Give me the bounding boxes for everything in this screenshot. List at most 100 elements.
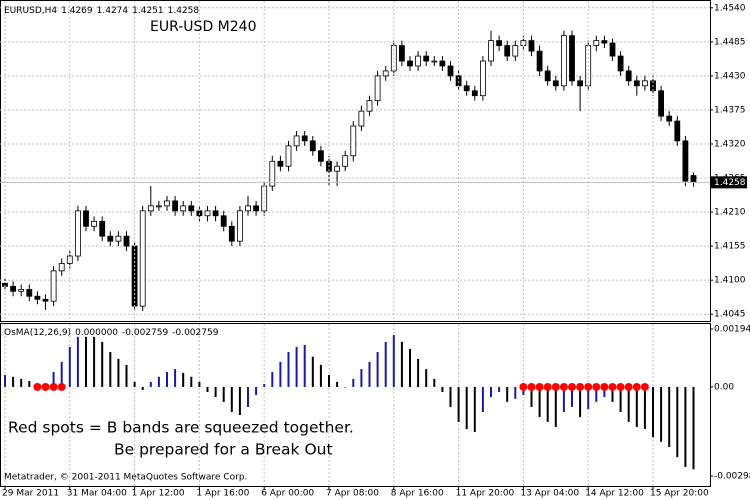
candle-body xyxy=(544,70,551,82)
candle-body xyxy=(172,200,179,212)
histogram-bar xyxy=(206,386,209,393)
candle-body xyxy=(374,75,381,102)
candle-body xyxy=(528,40,535,52)
histogram-bar xyxy=(433,378,436,387)
histogram-bar xyxy=(562,386,565,413)
y-tick-label: 1.4100 xyxy=(714,276,746,286)
candle-body xyxy=(407,60,413,67)
candle-body xyxy=(34,295,41,300)
x-tick-label: 31 Mar 04:00 xyxy=(67,489,127,499)
histogram-bar xyxy=(522,386,525,396)
histogram-bar xyxy=(538,386,541,418)
histogram-bar xyxy=(481,386,484,413)
candle-body xyxy=(593,40,600,46)
candle-body xyxy=(342,155,349,167)
candle-body xyxy=(674,120,681,142)
candle-body xyxy=(285,145,292,167)
histogram-bar xyxy=(198,381,201,387)
candle-body xyxy=(83,210,89,227)
last-low: 1.4251 xyxy=(132,6,164,16)
chart-title: EUR-USD M240 xyxy=(150,19,256,35)
candle-body xyxy=(577,80,583,87)
price-panel xyxy=(0,0,711,322)
histogram-bar xyxy=(368,361,371,387)
histogram-bar xyxy=(12,376,15,387)
candle-body xyxy=(609,42,616,57)
histogram-bar xyxy=(498,386,501,393)
histogram-bar xyxy=(93,336,96,387)
x-tick-label: 6 Apr 00:00 xyxy=(261,489,314,499)
squeeze-dot xyxy=(551,382,560,391)
candle-body xyxy=(625,70,632,82)
histogram-bar xyxy=(336,381,339,387)
squeeze-dot xyxy=(527,382,536,391)
histogram-bar xyxy=(400,341,403,387)
histogram-bar xyxy=(190,376,193,387)
histogram-bar xyxy=(635,386,638,427)
histogram-bar xyxy=(684,386,687,467)
squeeze-dot xyxy=(519,382,528,391)
last-price-label: 1.4258 xyxy=(714,178,746,188)
histogram-bar xyxy=(311,356,314,387)
histogram-bar xyxy=(271,372,274,387)
candle-body xyxy=(382,70,389,77)
histogram-bar xyxy=(352,378,355,387)
candle-body xyxy=(293,135,300,147)
squeeze-dot xyxy=(592,382,601,391)
indicator-value: 0.000000 xyxy=(75,328,118,338)
histogram-bar xyxy=(20,378,23,387)
x-tick-label: 7 Apr 08:00 xyxy=(326,489,379,499)
candle-body xyxy=(139,210,146,307)
histogram-bar xyxy=(392,335,395,387)
histogram-bar xyxy=(166,372,168,387)
x-tick-label: 1 Apr 12:00 xyxy=(132,489,185,499)
histogram-bar xyxy=(490,386,492,398)
squeeze-dot xyxy=(49,382,58,391)
squeeze-dot xyxy=(608,382,617,391)
histogram-bar xyxy=(60,361,63,387)
candle-body xyxy=(228,225,235,242)
histogram-bar xyxy=(141,386,144,390)
candle-body xyxy=(561,35,567,87)
histogram-bar xyxy=(409,349,411,387)
y-tick-label: 1.4320 xyxy=(714,139,746,149)
histogram-bar xyxy=(182,372,185,387)
histogram-bar xyxy=(554,386,557,427)
squeeze-dot xyxy=(57,382,66,391)
indicator-name: OsMA(12,26,9) xyxy=(4,328,71,338)
y-tick-label: 0.001943 xyxy=(714,324,750,334)
histogram-bar xyxy=(595,386,598,402)
candle-body xyxy=(50,270,57,302)
squeeze-dot xyxy=(568,382,576,391)
x-tick-label: 11 Apr 20:00 xyxy=(456,489,515,499)
squeeze-dot xyxy=(600,382,609,391)
candle-body xyxy=(350,125,357,157)
squeeze-dot xyxy=(616,382,625,391)
x-tick-label: 14 Apr 12:00 xyxy=(585,489,644,499)
candle-body xyxy=(358,110,365,127)
histogram-bar xyxy=(465,386,468,430)
candle-body xyxy=(115,235,122,242)
histogram-bar xyxy=(279,361,282,387)
candle-body xyxy=(253,205,260,212)
y-tick-label: 1.4210 xyxy=(714,208,746,218)
osma-header: OsMA(12,26,9) 0.000000 -0.002759 -0.002759 xyxy=(4,328,219,338)
candle-body xyxy=(512,45,519,57)
indicator-value: -0.002759 xyxy=(172,328,218,338)
price-header: EURUSD,H4 1.4269 1.4274 1.4251 1.4258 xyxy=(4,6,199,16)
squeeze-dot xyxy=(624,382,633,391)
candle-body xyxy=(666,115,673,122)
last-open: 1.4269 xyxy=(61,6,93,16)
candle-body xyxy=(463,85,470,92)
histogram-bar xyxy=(52,372,55,387)
histogram-bar xyxy=(344,386,347,388)
squeeze-dot xyxy=(584,382,593,391)
x-tick-label: 8 Apr 16:00 xyxy=(391,489,444,499)
histogram-bar xyxy=(214,386,217,398)
candle-body xyxy=(398,45,405,62)
candle-body xyxy=(180,205,187,212)
candle-body xyxy=(236,210,243,242)
histogram-bar xyxy=(376,352,379,387)
candle-body xyxy=(58,263,65,272)
y-tick-label: 1.4485 xyxy=(714,37,746,47)
